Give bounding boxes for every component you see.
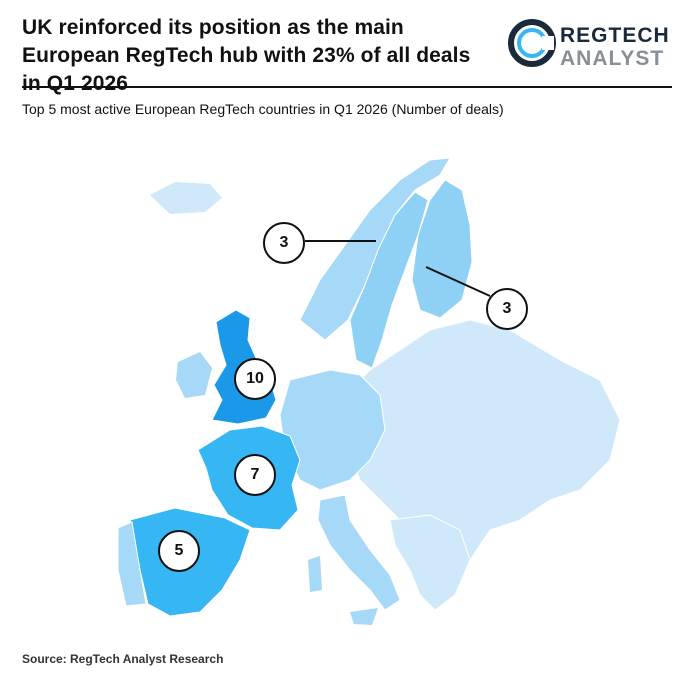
country-eastern-europe (339, 319, 621, 601)
country-finland (411, 179, 473, 319)
island-sardinia (308, 556, 322, 592)
country-ireland (176, 352, 212, 398)
map-subtitle: Top 5 most active European RegTech count… (22, 101, 504, 117)
value-label-uk: 10 (234, 358, 276, 400)
island-sicily (350, 608, 378, 625)
country-balkans (389, 514, 471, 611)
logo-line1: REGTECH (560, 24, 670, 47)
source-note: Source: RegTech Analyst Research (22, 652, 224, 666)
value-label-finland: 3 (486, 288, 528, 330)
country-italy (317, 494, 401, 611)
ring-logo-icon (508, 19, 556, 67)
value-label-spain: 5 (158, 530, 200, 572)
value-label-sweden: 3 (263, 222, 305, 264)
regtech-analyst-logo: REGTECH ANALYST (508, 19, 670, 70)
finland-leader-line (425, 266, 491, 297)
header-divider (22, 86, 672, 88)
country-portugal (117, 521, 147, 607)
logo-line2: ANALYST (560, 47, 664, 70)
country-norway (299, 157, 451, 341)
country-iceland (150, 182, 222, 214)
europe-map (117, 157, 621, 625)
headline: UK reinforced its position as the main E… (22, 16, 471, 95)
value-label-france: 7 (234, 454, 276, 496)
